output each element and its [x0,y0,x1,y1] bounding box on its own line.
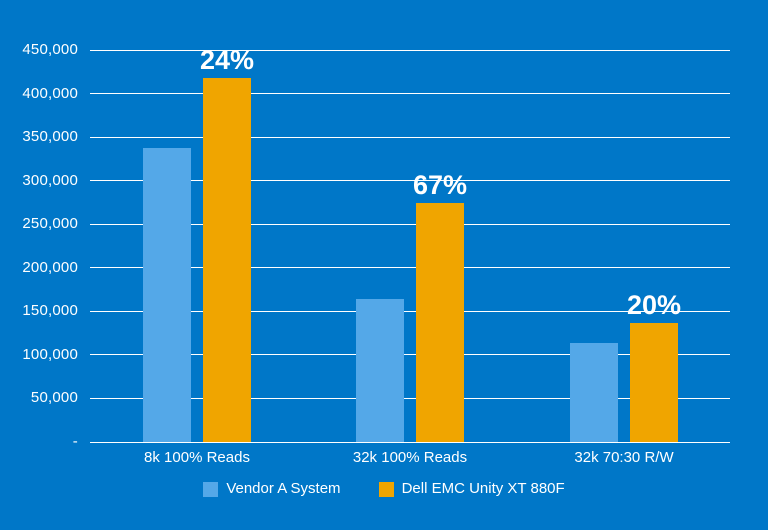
y-axis-tick-label: 300,000 [22,171,78,189]
y-axis-tick-label: 100,000 [22,345,78,363]
gridline [90,49,730,51]
y-axis-tick-label: 200,000 [22,258,78,276]
gridline [90,180,730,182]
gridline [90,397,730,399]
gridline [90,310,730,312]
gridline [90,441,730,443]
legend-swatch-vendor-a [203,481,219,497]
y-axis-tick-label: 250,000 [22,215,78,233]
x-category-label: 8k 100% Reads [144,449,250,466]
x-category-label: 32k 70:30 R/W [574,449,674,466]
y-axis-tick-label: 350,000 [22,128,78,146]
x-category-label: 32k 100% Reads [352,449,468,466]
gridline [90,93,730,95]
percent-callout: 20% [626,289,682,320]
y-axis-tick-label: 50,000 [30,389,78,407]
bar-vendor-a-group1 [143,148,191,442]
legend-label-dell-emc: Dell EMC Unity XT 880F [401,480,565,497]
legend-item-vendor-a: Vendor A System [203,480,341,497]
gridline [90,223,730,225]
bar-vendor-a-group3 [570,342,618,442]
bar-dell-emc-group3 [630,322,678,442]
legend-label-vendor-a: Vendor A System [226,480,341,497]
y-axis-tick-label: - [72,433,78,450]
bar-vendor-a-group2 [356,299,404,442]
percent-callout: 24% [199,44,255,75]
y-axis-tick-label: 150,000 [22,302,78,320]
y-axis-tick-label: 400,000 [22,84,78,102]
bar-dell-emc-group1 [203,77,251,442]
gridline [90,136,730,138]
percent-callout: 67% [412,170,468,201]
legend-swatch-dell-emc [378,481,394,497]
legend-item-dell-emc: Dell EMC Unity XT 880F [378,480,565,497]
legend: Vendor A System Dell EMC Unity XT 880F [0,481,768,497]
y-axis-tick-label: 450,000 [22,41,78,58]
gridline [90,267,730,269]
bar-dell-emc-group2 [416,203,464,442]
gridline [90,354,730,356]
